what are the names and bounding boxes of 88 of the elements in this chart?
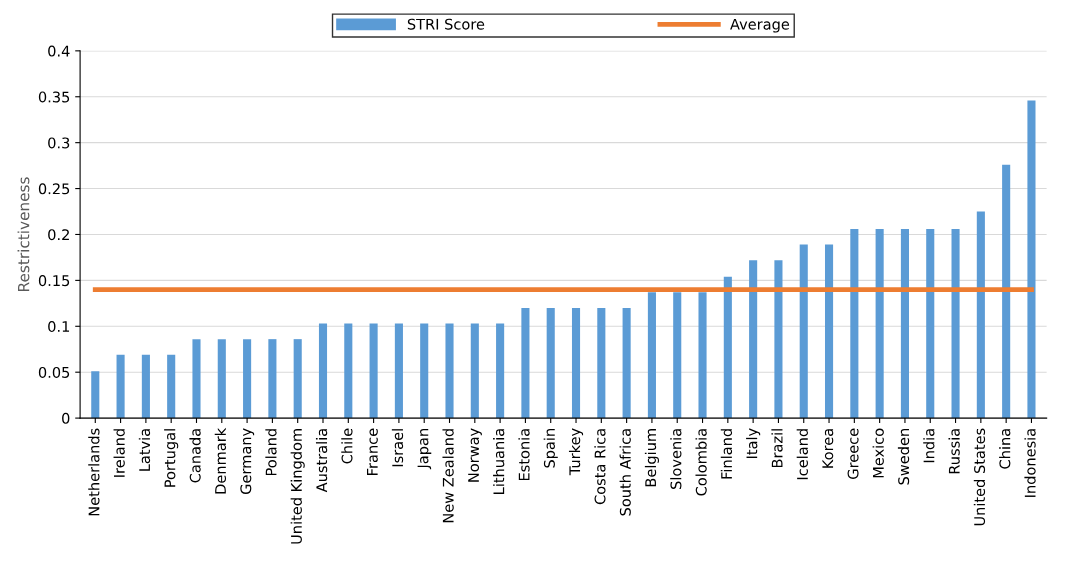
bar: [850, 228, 859, 419]
legend-label: Average: [730, 18, 790, 33]
bar: [673, 292, 682, 419]
bar: [369, 323, 378, 419]
y-tick-label: 0.4: [48, 45, 70, 57]
bar: [167, 354, 176, 419]
x-tick-label: South Africa: [619, 429, 631, 516]
bar: [141, 354, 150, 419]
bar: [420, 323, 429, 419]
x-tick-label: Spain: [543, 429, 558, 468]
y-tick-label: 0.2: [48, 229, 69, 241]
x-tick-label: Latvia: [138, 429, 151, 471]
x-tick-label: Germany: [240, 428, 255, 495]
legend-label: STRI Score: [407, 18, 485, 30]
x-tick-label: Costa Rica: [594, 429, 606, 505]
x-tick-label: Israel: [391, 429, 404, 467]
x-tick-label: Denmark: [214, 427, 227, 494]
bar: [900, 228, 909, 419]
bar: [926, 228, 935, 419]
bar: [976, 211, 985, 419]
bar: [698, 292, 707, 419]
x-tick-label: France: [367, 428, 378, 475]
x-tick-label: United Kingdom: [290, 429, 305, 544]
x-tick-label: China: [999, 429, 1011, 469]
y-tick-label: 0: [62, 412, 70, 424]
bar: [875, 228, 884, 419]
bar: [546, 307, 555, 419]
x-tick-label: United States: [973, 428, 986, 526]
bar: [723, 276, 732, 419]
x-tick-label: Colombia: [695, 429, 707, 496]
bar: [293, 339, 302, 419]
x-tick-label: Estonia: [518, 429, 530, 481]
x-tick-label: Greece: [847, 428, 859, 479]
bar: [243, 339, 252, 419]
y-tick-label: 0.25: [38, 183, 70, 195]
y-axis-title: Restrictiveness: [17, 177, 30, 291]
bar: [496, 323, 505, 419]
x-tick-label: Brazil: [771, 429, 783, 468]
x-tick-label: Russia: [948, 429, 960, 474]
y-tick-label: 0.35: [38, 91, 70, 103]
bar: [824, 244, 834, 419]
x-tick-label: Japan: [417, 429, 432, 470]
x-tick-label: New Zealand: [442, 429, 454, 523]
x-tick-label: Poland: [265, 429, 277, 476]
bar: [1002, 164, 1011, 419]
bar: [268, 339, 277, 419]
x-tick-label: Norway: [468, 428, 482, 482]
bar: [445, 323, 454, 419]
x-tick-label: Indonesia: [1024, 429, 1036, 497]
y-tick-label: 0.1: [48, 321, 70, 333]
bar: [217, 339, 226, 419]
x-tick-label: India: [923, 429, 935, 463]
bar: [749, 260, 758, 419]
bar: [799, 244, 808, 419]
x-tick-label: Sweden: [897, 429, 910, 485]
x-tick-label: Finland: [720, 429, 733, 479]
y-tick-label: 0.3: [48, 137, 70, 149]
bar: [318, 323, 328, 419]
x-tick-label: Iceland: [796, 429, 808, 480]
y-tick-label: 0.15: [38, 275, 70, 287]
x-tick-label: Turkey: [568, 428, 584, 476]
bar: [774, 260, 783, 419]
x-tick-label: Ireland: [113, 429, 125, 477]
x-tick-label: Portugal: [164, 429, 179, 487]
bar: [91, 371, 100, 419]
x-tick-label: Netherlands: [88, 428, 100, 516]
x-tick-label: Korea: [822, 429, 834, 468]
bar: [951, 228, 960, 419]
bar: [521, 307, 530, 419]
x-tick-label: Belgium: [644, 429, 659, 487]
x-tick-label: Canada: [189, 429, 201, 483]
x-tick-label: Chile: [341, 428, 353, 464]
x-tick-label: Lithuania: [493, 429, 505, 494]
x-tick-label: Australia: [315, 429, 328, 493]
x-tick-label: Italy: [746, 428, 761, 459]
bar: [394, 323, 403, 419]
bar: [597, 307, 606, 419]
x-tick-label: Mexico: [872, 428, 884, 478]
bar: [571, 307, 581, 419]
x-tick-label: Slovenia: [670, 429, 682, 489]
bar: [622, 307, 631, 419]
bar: [1027, 100, 1036, 419]
bar: [116, 354, 125, 419]
bar: [647, 292, 656, 419]
y-tick-label: 0.05: [38, 366, 70, 378]
bar: [470, 323, 479, 419]
bar: [192, 339, 201, 419]
bar: [344, 323, 353, 419]
